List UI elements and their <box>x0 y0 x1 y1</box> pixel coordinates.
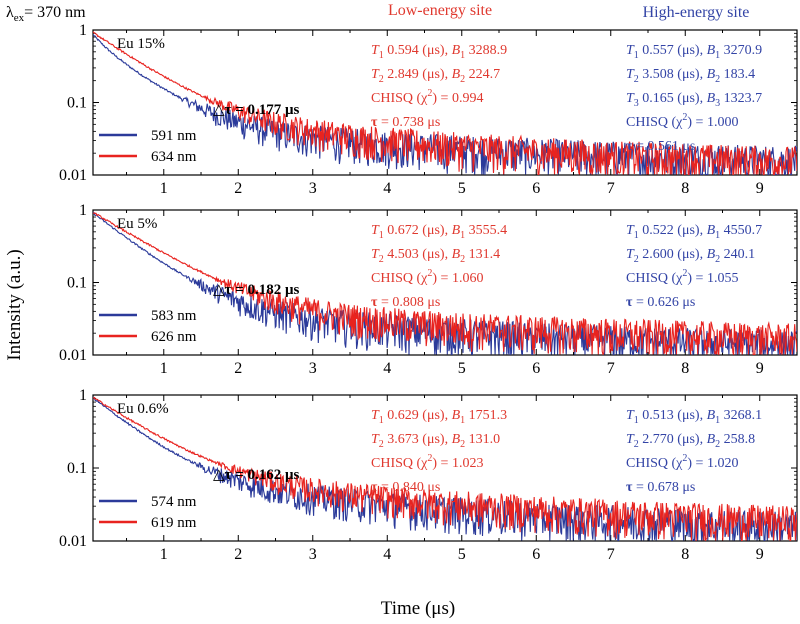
panel-title: Eu 15% <box>117 36 165 52</box>
high-site-fit-line: CHISQ (χ2) = 1.020 <box>626 453 738 471</box>
y-tick-label: 0.1 <box>67 460 87 477</box>
y-axis-title: Intensity (a.u.) <box>4 249 25 360</box>
high-site-fit-line: T1 0.513 (μs), B1 3268.1 <box>626 408 762 426</box>
delta-tau-annotation: △τ = 0.182 μs <box>213 282 300 298</box>
x-tick-label: 6 <box>532 180 540 197</box>
excitation-label: λex= 370 nm <box>6 4 86 24</box>
low-site-fit-line: T2 2.849 (μs), B2 224.7 <box>371 67 500 85</box>
x-tick-label: 4 <box>383 360 391 377</box>
legend-label: 619 nm <box>151 515 197 531</box>
x-tick-label: 4 <box>383 546 391 563</box>
x-tick-label: 9 <box>756 546 764 563</box>
x-tick-label: 8 <box>681 546 689 563</box>
y-tick-label: 0.1 <box>67 95 87 112</box>
y-tick-label: 0.01 <box>59 533 87 550</box>
y-tick-label: 0.1 <box>67 275 87 292</box>
y-tick-label: 1 <box>79 202 87 219</box>
low-site-fit-line: τ = 0.738 μs <box>371 115 440 130</box>
high-site-fit-line: CHISQ (χ2) = 1.055 <box>626 268 738 286</box>
low-site-fit-line: τ = 0.808 μs <box>371 295 440 310</box>
high-site-fit-line: T1 0.557 (μs), B1 3270.9 <box>626 43 762 61</box>
low-site-fit-line: T2 3.673 (μs), B2 131.0 <box>371 432 500 450</box>
high-energy-site-label: High-energy site <box>643 4 750 21</box>
legend-label: 626 nm <box>151 329 197 345</box>
x-tick-label: 7 <box>607 546 615 563</box>
x-tick-label: 2 <box>234 360 242 377</box>
x-tick-label: 8 <box>681 180 689 197</box>
series-red-line <box>93 31 797 175</box>
delta-tau-annotation: △τ = 0.177 μs <box>213 102 300 118</box>
x-tick-label: 2 <box>234 546 242 563</box>
low-site-fit-line: T1 0.629 (μs), B1 1751.3 <box>371 408 507 426</box>
series-red-line <box>93 396 797 541</box>
x-tick-label: 1 <box>160 546 168 563</box>
y-tick-label: 1 <box>79 22 87 39</box>
legend-label: 583 nm <box>151 308 197 324</box>
low-energy-site-label: Low-energy site <box>388 2 492 19</box>
high-site-fit-line: T3 0.165 (μs), B3 1323.7 <box>626 91 762 109</box>
x-tick-label: 8 <box>681 360 689 377</box>
high-site-fit-line: T1 0.522 (μs), B1 4550.7 <box>626 223 762 241</box>
low-site-fit-line: CHISQ (χ2) = 1.023 <box>371 453 483 471</box>
high-site-fit-line: τ = 0.561 μs <box>626 139 695 154</box>
high-site-fit-line: CHISQ (χ2) = 1.000 <box>626 112 738 130</box>
x-tick-label: 1 <box>160 180 168 197</box>
low-site-fit-line: T1 0.672 (μs), B1 3555.4 <box>371 223 507 241</box>
panel-3: 1 2 3 4 5 6 7 8 9 0.01 0.1 1 574 nm 619 nm Eu 0.6% △τ =… <box>59 387 798 563</box>
low-site-fit-line: CHISQ (χ2) = 0.994 <box>371 88 483 106</box>
series-red-line <box>93 212 797 355</box>
y-tick-label: 0.01 <box>59 347 87 364</box>
x-tick-label: 3 <box>309 546 317 563</box>
high-site-fit-line: T2 2.600 (μs), B2 240.1 <box>626 247 755 265</box>
x-tick-label: 9 <box>756 360 764 377</box>
x-tick-label: 4 <box>383 180 391 197</box>
legend-label: 574 nm <box>151 494 197 510</box>
panel-title: Eu 0.6% <box>117 401 169 417</box>
y-tick-label: 0.01 <box>59 167 87 184</box>
panel-1: 1 2 3 4 5 6 7 8 9 0.01 0.1 1 591 nm 634 nm Eu 15% △τ = … <box>59 22 798 197</box>
delta-tau-annotation: △τ = 0.162 μs <box>213 467 300 483</box>
x-tick-label: 2 <box>234 180 242 197</box>
x-tick-label: 5 <box>458 360 466 377</box>
y-tick-label: 1 <box>79 387 87 404</box>
x-tick-label: 9 <box>756 180 764 197</box>
high-site-fit-line: τ = 0.678 μs <box>626 480 695 495</box>
x-axis-title: Time (μs) <box>381 598 455 619</box>
x-tick-label: 7 <box>607 360 615 377</box>
x-tick-label: 7 <box>607 180 615 197</box>
legend-label: 634 nm <box>151 149 197 165</box>
x-tick-label: 1 <box>160 360 168 377</box>
x-tick-label: 6 <box>532 360 540 377</box>
low-site-fit-line: T1 0.594 (μs), B1 3288.9 <box>371 43 507 61</box>
x-tick-label: 6 <box>532 546 540 563</box>
x-tick-label: 3 <box>309 180 317 197</box>
low-site-fit-line: CHISQ (χ2) = 1.060 <box>371 268 483 286</box>
x-tick-label: 3 <box>309 360 317 377</box>
panel-title: Eu 5% <box>117 216 157 232</box>
high-site-fit-line: T2 2.770 (μs), B2 258.8 <box>626 432 755 450</box>
panel-2: 1 2 3 4 5 6 7 8 9 0.01 0.1 1 583 nm 626 nm Eu 5% △τ = 0… <box>59 202 798 377</box>
high-site-fit-line: τ = 0.626 μs <box>626 295 695 310</box>
low-site-fit-line: T2 4.503 (μs), B2 131.4 <box>371 247 500 265</box>
x-tick-label: 5 <box>458 180 466 197</box>
low-site-fit-line: τ = 0.840 μs <box>371 480 440 495</box>
legend-label: 591 nm <box>151 128 197 144</box>
high-site-fit-line: T2 3.508 (μs), B2 183.4 <box>626 67 755 85</box>
x-tick-label: 5 <box>458 546 466 563</box>
